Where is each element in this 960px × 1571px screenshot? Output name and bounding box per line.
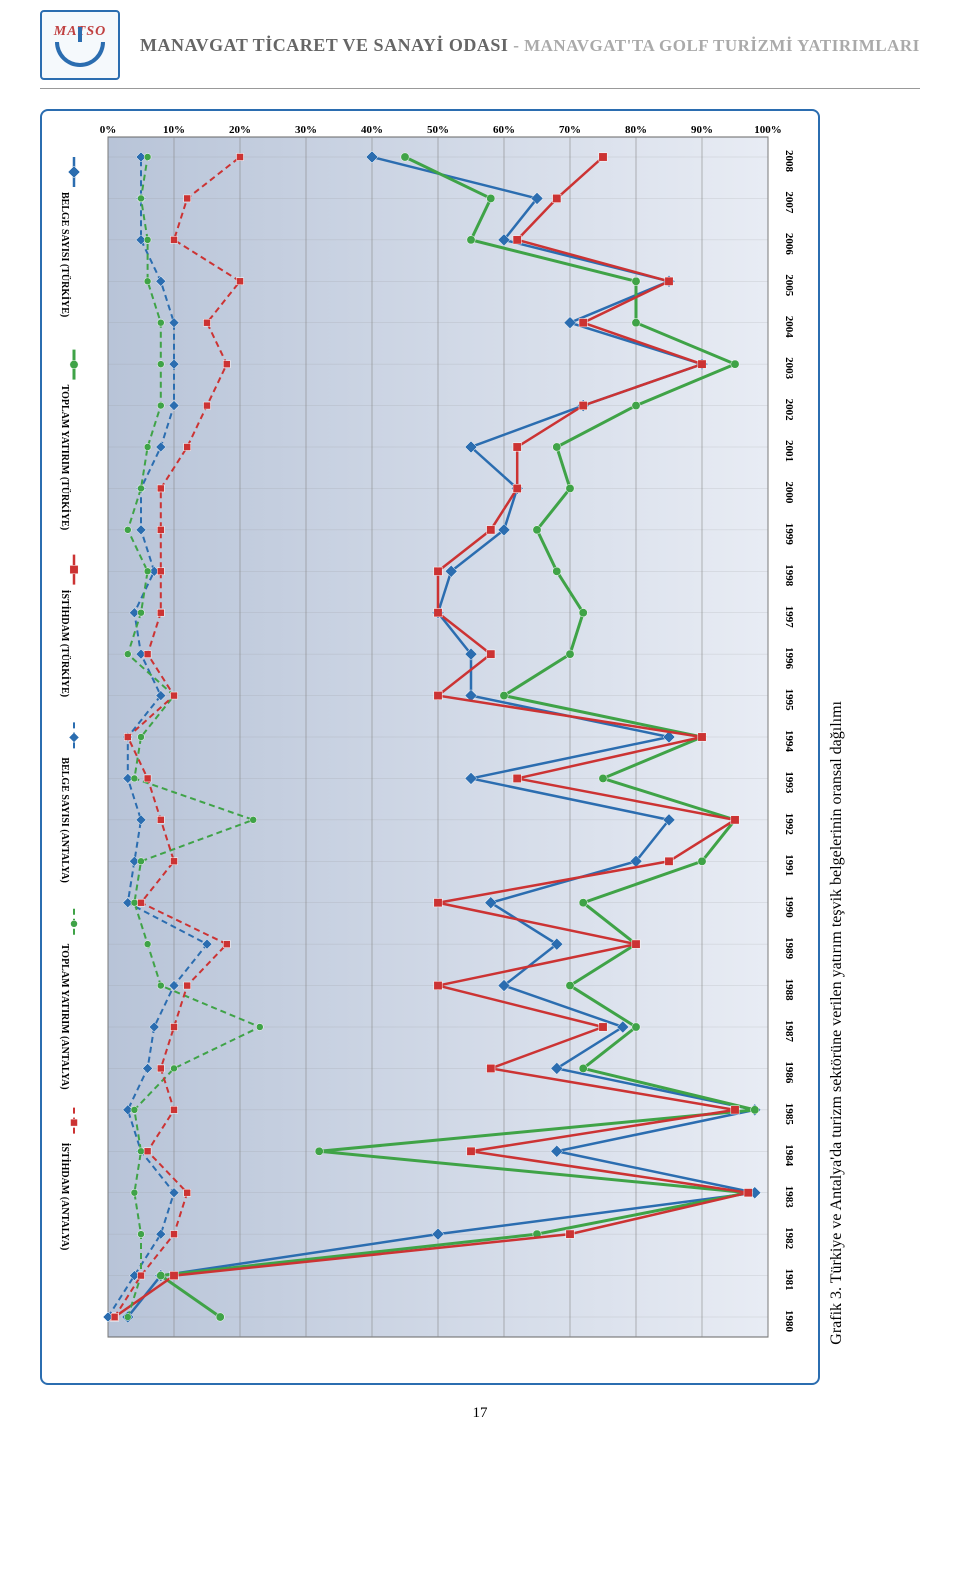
svg-text:40%: 40% bbox=[361, 124, 383, 136]
svg-text:70%: 70% bbox=[559, 124, 581, 136]
svg-text:50%: 50% bbox=[427, 124, 449, 136]
header-title-light: - MANAVGAT'TA GOLF TURİZMİ YATIRIMLARI bbox=[508, 36, 919, 55]
svg-text:1985: 1985 bbox=[783, 1103, 795, 1126]
svg-text:2006: 2006 bbox=[783, 233, 795, 256]
svg-text:2007: 2007 bbox=[783, 191, 795, 214]
svg-text:1986: 1986 bbox=[783, 1061, 795, 1084]
svg-text:1994: 1994 bbox=[783, 730, 795, 753]
svg-text:1998: 1998 bbox=[783, 564, 795, 587]
svg-text:90%: 90% bbox=[691, 124, 713, 136]
svg-text:2002: 2002 bbox=[783, 399, 795, 422]
header-title: MANAVGAT TİCARET VE SANAYİ ODASI - MANAV… bbox=[140, 35, 920, 56]
svg-text:1980: 1980 bbox=[783, 1310, 795, 1333]
svg-text:İSTİHDAM (ANTALYA): İSTİHDAM (ANTALYA) bbox=[59, 1143, 71, 1251]
figure-caption: Grafik 3. Türkiye ve Antalya'da turizm s… bbox=[828, 701, 846, 1345]
header-divider bbox=[40, 88, 920, 89]
svg-text:10%: 10% bbox=[163, 124, 185, 136]
svg-text:0%: 0% bbox=[100, 124, 117, 136]
svg-text:İSTİHDAM (TÜRKİYE): İSTİHDAM (TÜRKİYE) bbox=[59, 590, 72, 698]
page: MATSO MANAVGAT TİCARET VE SANAYİ ODASI -… bbox=[0, 0, 960, 1442]
svg-text:2004: 2004 bbox=[783, 316, 795, 339]
svg-text:1984: 1984 bbox=[783, 1144, 795, 1167]
svg-text:1995: 1995 bbox=[783, 689, 795, 712]
svg-text:1992: 1992 bbox=[783, 813, 795, 836]
chart-svg: 0% 10% 20% 30% 40% 50% 60% 70% 80% 90% 100% 1980 198… bbox=[48, 117, 808, 1377]
svg-text:1993: 1993 bbox=[783, 771, 795, 794]
svg-text:1982: 1982 bbox=[783, 1227, 795, 1250]
svg-text:1983: 1983 bbox=[783, 1186, 795, 1209]
svg-text:80%: 80% bbox=[625, 124, 647, 136]
svg-text:1990: 1990 bbox=[783, 896, 795, 919]
svg-text:2001: 2001 bbox=[783, 440, 795, 462]
svg-text:2008: 2008 bbox=[783, 150, 795, 173]
page-header: MATSO MANAVGAT TİCARET VE SANAYİ ODASI -… bbox=[40, 10, 920, 80]
matso-logo: MATSO bbox=[40, 10, 120, 80]
svg-text:1981: 1981 bbox=[783, 1269, 795, 1291]
svg-text:30%: 30% bbox=[295, 124, 317, 136]
header-title-dark: MANAVGAT TİCARET VE SANAYİ ODASI bbox=[140, 35, 508, 55]
svg-text:1989: 1989 bbox=[783, 937, 795, 960]
svg-text:1997: 1997 bbox=[783, 606, 795, 629]
svg-text:60%: 60% bbox=[493, 124, 515, 136]
svg-text:TOPLAM YATIRIM (TÜRKİYE): TOPLAM YATIRIM (TÜRKİYE) bbox=[59, 385, 72, 531]
svg-text:1987: 1987 bbox=[783, 1020, 795, 1043]
logo-arc-icon bbox=[55, 42, 105, 67]
chart-wrapper: 0% 10% 20% 30% 40% 50% 60% 70% 80% 90% 100% 1980 198… bbox=[40, 109, 920, 1385]
svg-text:BELGE SAYISI (ANTALYA): BELGE SAYISI (ANTALYA) bbox=[59, 757, 70, 882]
chart-container: 0% 10% 20% 30% 40% 50% 60% 70% 80% 90% 100% 1980 198… bbox=[40, 109, 820, 1385]
svg-text:TOPLAM YATIRIM (ANTALYA): TOPLAM YATIRIM (ANTALYA) bbox=[59, 944, 70, 1090]
svg-text:1999: 1999 bbox=[783, 523, 795, 546]
svg-text:1996: 1996 bbox=[783, 647, 795, 670]
svg-text:2000: 2000 bbox=[783, 481, 795, 504]
svg-text:BELGE SAYISI (TÜRKİYE): BELGE SAYISI (TÜRKİYE) bbox=[59, 192, 72, 317]
svg-text:1988: 1988 bbox=[783, 979, 795, 1002]
svg-text:2003: 2003 bbox=[783, 357, 795, 380]
svg-text:20%: 20% bbox=[229, 124, 251, 136]
svg-text:1991: 1991 bbox=[783, 854, 795, 876]
page-number: 17 bbox=[40, 1405, 920, 1422]
svg-text:2005: 2005 bbox=[783, 274, 795, 297]
svg-text:100%: 100% bbox=[754, 124, 782, 136]
